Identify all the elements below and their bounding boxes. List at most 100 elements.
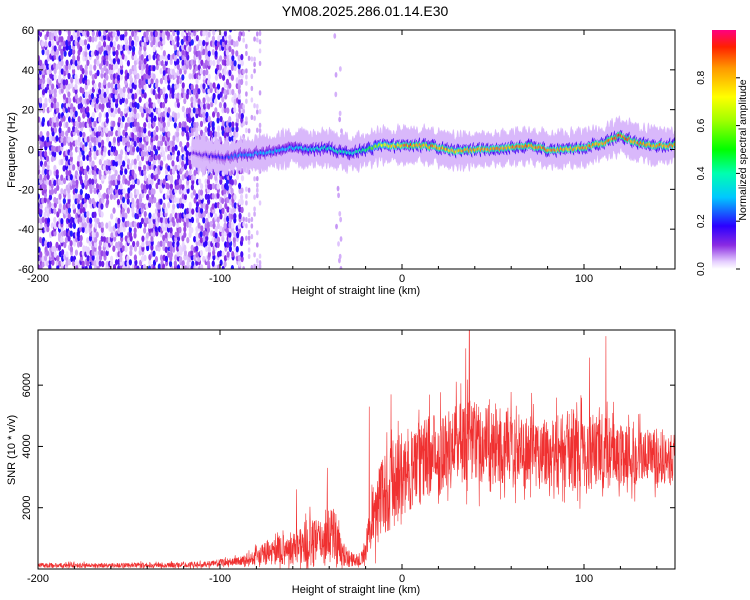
spectrogram-cell (112, 263, 117, 269)
spectrogram-cell (57, 178, 62, 186)
spectrogram-cell (233, 64, 237, 72)
spectrogram-cell (110, 106, 114, 113)
spectrogram-cell (167, 202, 171, 209)
spectrogram-cell (102, 250, 106, 258)
x-tick-label: -100 (209, 573, 231, 585)
spectrogram-cell (202, 235, 206, 243)
spectrogram-cell (126, 72, 130, 80)
spectrogram-cell (212, 222, 216, 230)
spectrogram-cell (41, 169, 45, 176)
spectrogram-cell (256, 242, 259, 248)
spectrogram-cell (200, 264, 204, 269)
spectrogram-cell (245, 116, 248, 122)
spectrogram-x-label: Height of straight line (km) (292, 285, 420, 297)
spectrogram-cell (188, 145, 192, 153)
spectrogram-cell (172, 246, 176, 253)
spectrogram-cell (82, 154, 86, 162)
spectrogram-cell (131, 178, 135, 186)
spectrogram-cell (178, 155, 182, 162)
spectrogram-cell (226, 206, 230, 213)
spectrogram-cell (152, 188, 156, 195)
spectrogram-cell (176, 112, 181, 119)
spectrogram-cell (138, 96, 142, 103)
spectrogram-cell (188, 159, 192, 166)
spectrogram-cell (60, 59, 64, 67)
spectrogram-cell (211, 121, 215, 128)
spectrogram-cell (171, 68, 175, 76)
spectrogram-cell (58, 63, 62, 71)
spectrogram-cell (141, 191, 145, 199)
spectrogram-cell (143, 174, 148, 182)
spectrogram-cell (193, 254, 197, 261)
spectrogram-cell (93, 136, 97, 143)
spectrogram-cell (226, 241, 230, 248)
spectrogram-cell (127, 236, 131, 244)
spectrogram-cell (190, 192, 194, 199)
spectrogram-cell (94, 236, 98, 243)
y-tick-label: 2000 (21, 495, 33, 519)
spectrogram-cell (81, 182, 85, 190)
spectrogram-cell (164, 106, 168, 114)
spectrogram-cell (136, 212, 140, 220)
spectrogram-cell (219, 213, 223, 220)
spectrogram-cell (253, 263, 256, 269)
spectrogram-cell (258, 60, 262, 67)
spectrogram-cell (56, 184, 60, 191)
spectrogram-cell (88, 240, 92, 247)
spectrogram-cell (81, 39, 85, 47)
spectrogram-cell (207, 251, 211, 258)
spectrogram-cell (46, 130, 50, 138)
spectrogram-cell (38, 158, 41, 165)
spectrogram-cell (124, 122, 129, 129)
spectrogram-cell (123, 203, 128, 210)
spectrogram-cell (150, 111, 154, 119)
spectrogram-cell (253, 115, 256, 121)
spectrogram-cell (169, 115, 173, 122)
spectrogram-cell (123, 107, 128, 114)
spectrogram-cell (65, 30, 69, 33)
spectrogram-cell (50, 101, 54, 109)
spectrogram-cell (133, 83, 137, 90)
spectrogram-cell (70, 82, 74, 89)
spectrogram-cell (53, 97, 57, 104)
spectrogram-cell (242, 108, 245, 114)
spectrogram-cell (152, 217, 156, 225)
spectrogram-cell (88, 264, 93, 269)
spectrogram-cell (165, 30, 168, 32)
spectrogram-cell (245, 68, 248, 74)
spectrogram-cell (157, 107, 161, 114)
spectrogram-cell (72, 164, 76, 171)
spectrogram-cell (124, 30, 128, 37)
spectrogram-cell (38, 134, 41, 142)
spectrogram-cell (188, 73, 192, 80)
spectrogram-cell (83, 74, 88, 81)
spectrogram-cell (88, 155, 92, 162)
spectrogram-cell (245, 186, 248, 192)
spectrogram-cell (74, 146, 79, 153)
spectrogram-cell (58, 260, 62, 267)
spectrogram-cell (79, 160, 83, 167)
spectrogram-cell (62, 115, 66, 122)
spectrogram-cell (105, 193, 109, 200)
spectrogram-panel: -200 -100 0 100 60 40 20 0 -20 -40 -60 Height of … (6, 25, 676, 297)
spectrogram-cell (145, 232, 150, 239)
spectrogram-cell (62, 203, 67, 211)
spectrogram-cell (84, 69, 88, 76)
spectrogram-cell (67, 91, 71, 98)
spectrogram-cell (159, 88, 164, 96)
spectrogram-cell (228, 116, 232, 123)
spectrogram-cell (190, 216, 195, 224)
spectrogram-cell (155, 134, 159, 141)
spectrogram-cell (39, 173, 43, 181)
spectrogram-cell (169, 30, 173, 33)
spectrogram-cell (190, 59, 194, 66)
spectrogram-cell (250, 216, 254, 223)
spectrogram-cell (224, 202, 228, 210)
spectrogram-cell (41, 117, 46, 124)
spectrogram-cell (337, 192, 340, 199)
spectrogram-cell (141, 235, 145, 242)
spectrogram-cell (253, 103, 256, 109)
spectrogram-cell (50, 188, 55, 195)
spectrogram-cell (94, 126, 98, 133)
spectrogram-cell (190, 96, 194, 103)
